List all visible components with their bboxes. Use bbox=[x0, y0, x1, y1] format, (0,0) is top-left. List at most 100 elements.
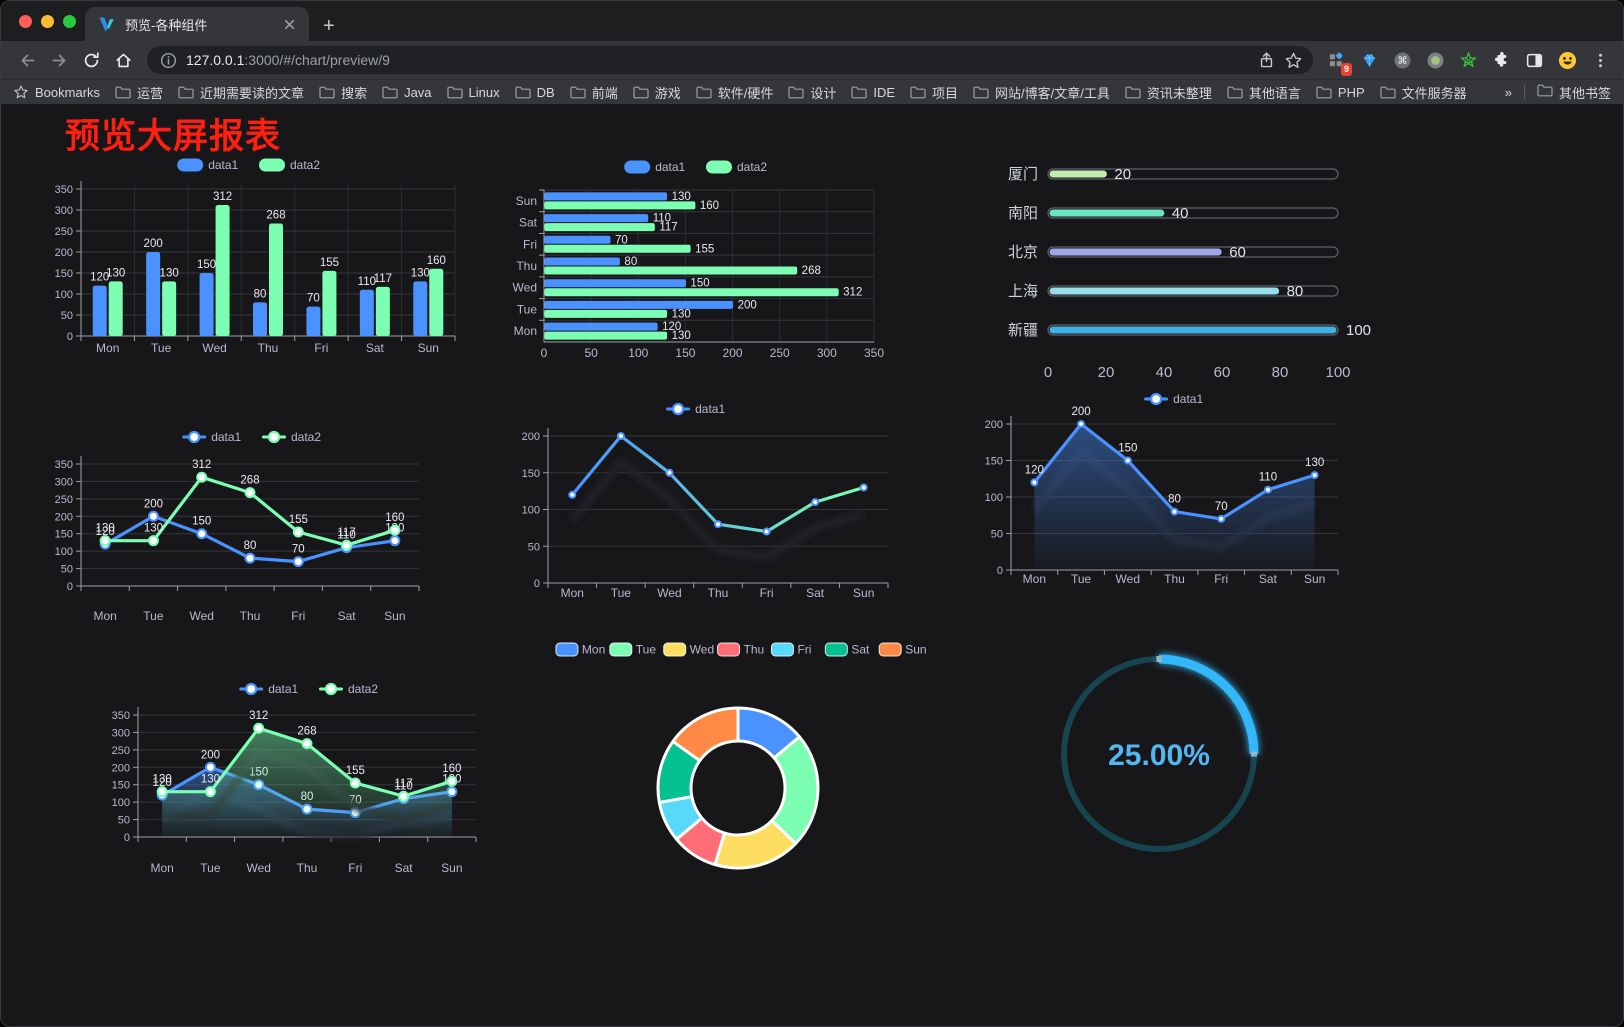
bookmark-item[interactable]: 游戏 bbox=[633, 83, 681, 102]
toolbar: 127.0.0.1:3000/#/chart/preview/9 9 ⌘ bbox=[1, 41, 1623, 79]
new-tab-button[interactable]: + bbox=[323, 15, 335, 37]
address-bar[interactable]: 127.0.0.1:3000/#/chart/preview/9 bbox=[147, 46, 1313, 74]
other-bookmarks-folder[interactable]: 其他书签 bbox=[1537, 83, 1611, 102]
bookmark-item[interactable]: 网站/博客/文章/工具 bbox=[973, 83, 1110, 102]
bookmark-item[interactable]: Linux bbox=[446, 83, 500, 102]
chart-grouped-bar[interactable]: 0 50 100 150 200 250 300 350 Mon Tue Wed Thu Fri Sat S… bbox=[41, 152, 461, 367]
home-button[interactable] bbox=[109, 46, 137, 74]
svg-text:Mon: Mon bbox=[93, 609, 116, 623]
back-button[interactable] bbox=[13, 46, 41, 74]
bookmark-item[interactable]: DB bbox=[515, 83, 555, 102]
chart-progress-bars[interactable]: 厦门 20 南阳 40 北京 60 上海 80 新疆 100 0 20 40 60 80 100 bbox=[986, 156, 1396, 388]
svg-text:120: 120 bbox=[153, 777, 172, 789]
svg-text:150: 150 bbox=[55, 529, 73, 541]
browser-menu-icon[interactable] bbox=[1587, 47, 1613, 73]
svg-text:60: 60 bbox=[1214, 364, 1231, 381]
bookmark-item[interactable]: 文件服务器 bbox=[1380, 83, 1467, 102]
chart-gauge[interactable]: 25.00% bbox=[1041, 642, 1281, 877]
tab-title: 预览-各种组件 bbox=[125, 17, 208, 33]
extension-star-icon[interactable] bbox=[1455, 47, 1481, 73]
svg-text:0: 0 bbox=[541, 346, 548, 360]
svg-text:Tue: Tue bbox=[517, 302, 538, 316]
tab-close-icon[interactable] bbox=[280, 15, 299, 34]
side-panel-icon[interactable] bbox=[1521, 47, 1547, 73]
zoom-window-button[interactable] bbox=[63, 15, 76, 28]
svg-text:data1: data1 bbox=[1173, 392, 1203, 406]
extension-record-icon[interactable] bbox=[1422, 47, 1448, 73]
svg-text:80: 80 bbox=[1272, 364, 1289, 381]
svg-text:Tue: Tue bbox=[151, 341, 172, 355]
svg-text:268: 268 bbox=[297, 726, 316, 738]
svg-text:0: 0 bbox=[67, 581, 73, 593]
svg-text:110: 110 bbox=[337, 530, 355, 542]
bookmark-item[interactable]: 项目 bbox=[910, 83, 958, 102]
bookmark-item[interactable]: 设计 bbox=[788, 83, 836, 102]
svg-text:Mon: Mon bbox=[1023, 572, 1046, 586]
extensions-puzzle-icon[interactable] bbox=[1488, 47, 1514, 73]
profile-avatar[interactable] bbox=[1554, 47, 1580, 73]
svg-text:Sat: Sat bbox=[395, 861, 414, 875]
svg-text:200: 200 bbox=[1071, 406, 1090, 418]
svg-text:Mon: Mon bbox=[582, 643, 605, 657]
page-content: 预览大屏报表 0 50 100 150 200 250 300 350 Mon Tue Wed Thu… bbox=[1, 104, 1623, 1026]
svg-text:150: 150 bbox=[55, 268, 73, 280]
svg-text:50: 50 bbox=[991, 529, 1003, 541]
svg-text:117: 117 bbox=[659, 222, 677, 234]
svg-text:200: 200 bbox=[201, 749, 220, 761]
chart-horizontal-bar[interactable]: 0 50 100 150 200 250 300 350 Sun 130 160 Sat 110 117 F… bbox=[498, 154, 898, 369]
svg-text:Tue: Tue bbox=[636, 643, 657, 657]
svg-text:厦门: 厦门 bbox=[1008, 166, 1038, 183]
site-info-icon[interactable] bbox=[159, 51, 178, 70]
bookmark-item[interactable]: 其他语言 bbox=[1227, 83, 1301, 102]
svg-text:50: 50 bbox=[528, 541, 540, 553]
svg-text:Fri: Fri bbox=[1214, 572, 1228, 586]
bookmark-star-icon[interactable] bbox=[1284, 51, 1303, 70]
bookmark-item[interactable]: 运营 bbox=[115, 83, 163, 102]
svg-text:Sun: Sun bbox=[853, 586, 874, 600]
chart-area-single[interactable]: 0 50 100 150 200 Mon Tue Wed Thu Fri Sat Sun 120 200 1… bbox=[985, 386, 1396, 601]
bookmarks-manager-item[interactable]: Bookmarks bbox=[13, 84, 100, 100]
svg-text:0: 0 bbox=[1044, 364, 1052, 381]
svg-text:268: 268 bbox=[240, 475, 259, 487]
svg-text:data1: data1 bbox=[695, 402, 725, 416]
bookmark-item[interactable]: PHP bbox=[1316, 83, 1365, 102]
extension-command-icon[interactable]: ⌘ bbox=[1389, 47, 1415, 73]
svg-text:Fri: Fri bbox=[797, 643, 811, 657]
bookmark-item[interactable]: 搜索 bbox=[319, 83, 367, 102]
svg-text:80: 80 bbox=[254, 288, 267, 300]
bookmark-item[interactable]: 前端 bbox=[570, 83, 618, 102]
bookmarks-overflow-chevron[interactable]: » bbox=[1504, 84, 1512, 100]
svg-text:130: 130 bbox=[672, 308, 691, 320]
svg-text:300: 300 bbox=[55, 476, 73, 488]
bookmark-item[interactable]: Java bbox=[382, 83, 432, 102]
svg-text:117: 117 bbox=[394, 778, 412, 790]
bookmark-item[interactable]: 软件/硬件 bbox=[696, 83, 773, 102]
chart-line-gradient[interactable]: 0 50 100 150 200 Mon Tue Wed Thu Fri Sat Sun data1 bbox=[498, 396, 898, 614]
svg-text:130: 130 bbox=[96, 523, 115, 535]
svg-text:Sun: Sun bbox=[1304, 572, 1325, 586]
minimize-window-button[interactable] bbox=[41, 15, 54, 28]
bookmarks-star-icon bbox=[13, 84, 29, 100]
chart-area-dual[interactable]: 0 50 100 150 200 250 300 350 Mon Tue Wed Thu Fri Sat S… bbox=[96, 676, 526, 894]
reload-button[interactable] bbox=[77, 46, 105, 74]
chart-line-dual[interactable]: 0 50 100 150 200 250 300 350 Mon Tue Wed Thu Fri Sat S… bbox=[39, 424, 469, 642]
share-icon[interactable] bbox=[1257, 51, 1276, 70]
bookmark-item[interactable]: IDE bbox=[851, 83, 895, 102]
extensions-area: 9 ⌘ bbox=[1323, 47, 1613, 76]
bookmark-item[interactable]: 近期需要读的文章 bbox=[178, 83, 304, 102]
bookmarks-divider bbox=[1523, 85, 1525, 99]
close-window-button[interactable] bbox=[19, 15, 32, 28]
svg-text:Fri: Fri bbox=[314, 341, 328, 355]
extension-grid-icon[interactable]: 9 bbox=[1323, 47, 1352, 76]
svg-text:Fri: Fri bbox=[291, 609, 305, 623]
svg-text:312: 312 bbox=[843, 287, 862, 299]
forward-button[interactable] bbox=[45, 46, 73, 74]
svg-text:60: 60 bbox=[1229, 244, 1246, 261]
extension-gem-icon[interactable] bbox=[1356, 47, 1382, 73]
svg-text:300: 300 bbox=[817, 346, 837, 360]
chart-donut-pie[interactable]: Mon Tue Wed Thu Fri Sat Sun bbox=[546, 636, 936, 921]
svg-text:Sun: Sun bbox=[516, 194, 537, 208]
svg-text:200: 200 bbox=[55, 511, 73, 523]
tab-preview-components[interactable]: 预览-各种组件 bbox=[85, 7, 309, 41]
bookmark-item[interactable]: 资讯未整理 bbox=[1125, 83, 1212, 102]
